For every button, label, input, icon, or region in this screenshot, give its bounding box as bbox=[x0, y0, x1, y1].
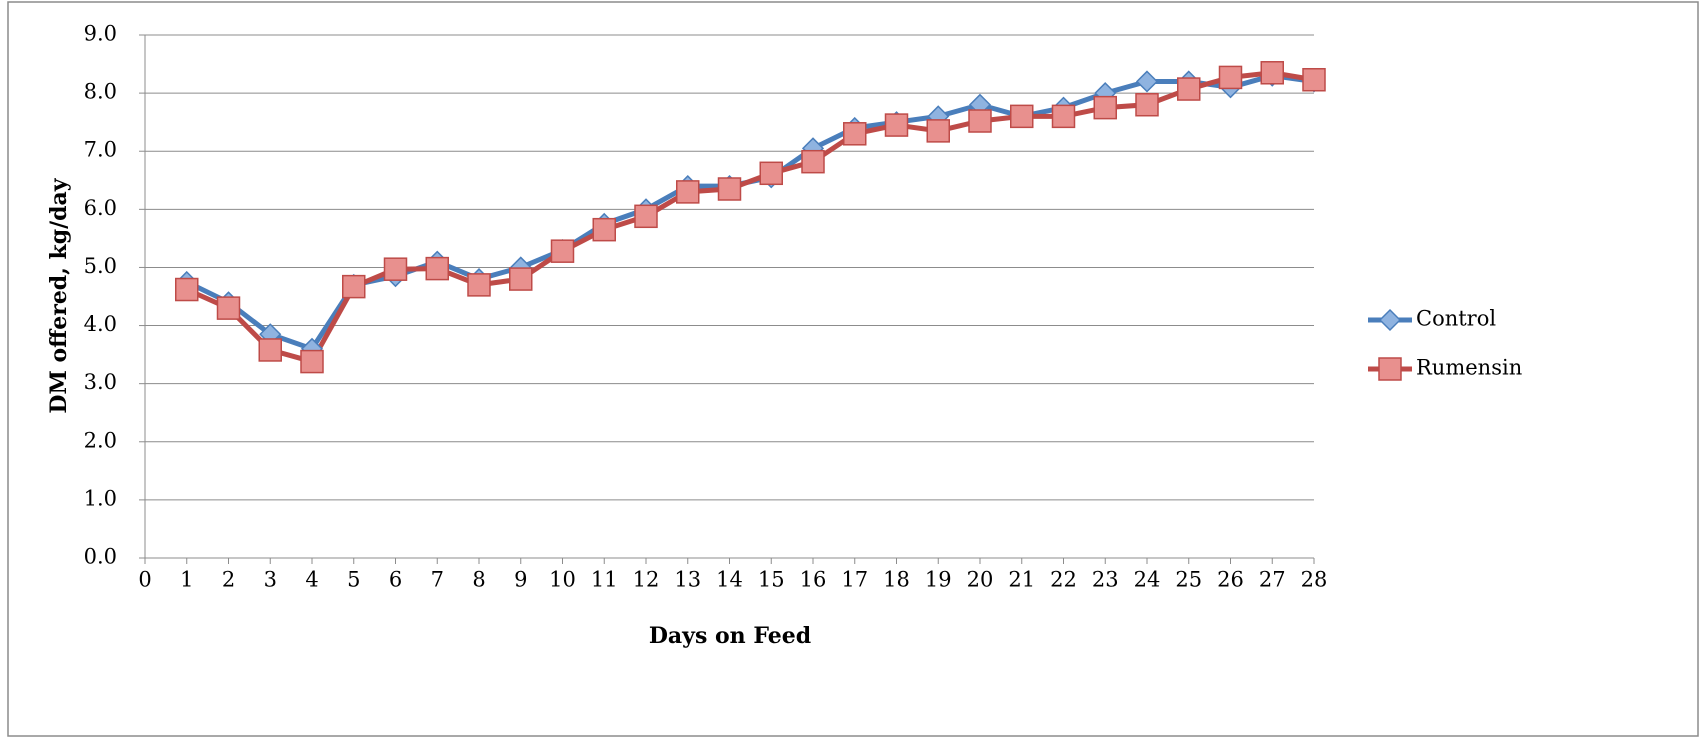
x-tick-label: 7 bbox=[431, 568, 444, 592]
data-point bbox=[550, 239, 575, 263]
x-axis-title: Days on Feed bbox=[649, 623, 811, 649]
x-tick-label: 6 bbox=[389, 568, 402, 592]
data-point bbox=[1135, 70, 1159, 93]
x-tick-label: 15 bbox=[758, 568, 785, 592]
data-point bbox=[884, 113, 909, 137]
data-point bbox=[801, 149, 825, 174]
x-tick-label: 26 bbox=[1217, 568, 1244, 592]
y-tick-label: 8.0 bbox=[84, 80, 117, 104]
data-point bbox=[1010, 104, 1034, 129]
y-tick-label: 6.0 bbox=[84, 196, 117, 220]
x-tick-label: 16 bbox=[800, 568, 827, 592]
data-point bbox=[258, 338, 282, 362]
x-tick-label: 9 bbox=[514, 568, 527, 592]
legend-marker bbox=[1378, 308, 1402, 332]
x-tick-label: 21 bbox=[1008, 568, 1035, 592]
x-tick-label: 19 bbox=[925, 568, 952, 592]
x-tick-label: 4 bbox=[305, 568, 318, 592]
x-tick-label: 28 bbox=[1301, 568, 1328, 592]
data-point bbox=[383, 257, 408, 281]
y-tick-label: 5.0 bbox=[84, 254, 117, 278]
data-point bbox=[467, 273, 491, 297]
x-tick-label: 3 bbox=[264, 568, 277, 592]
data-point bbox=[759, 161, 783, 186]
data-point bbox=[676, 180, 700, 204]
x-tick-label: 10 bbox=[549, 568, 576, 592]
x-tick-label: 20 bbox=[967, 568, 994, 592]
y-tick-label: 9.0 bbox=[84, 22, 117, 46]
data-point bbox=[1302, 67, 1326, 92]
y-tick-label: 4.0 bbox=[84, 312, 117, 336]
x-tick-label: 11 bbox=[591, 568, 618, 592]
series-line bbox=[185, 70, 1315, 365]
x-tick-label: 1 bbox=[180, 568, 193, 592]
data-point bbox=[175, 277, 199, 302]
data-point bbox=[926, 119, 950, 143]
x-tick-label: 8 bbox=[472, 568, 485, 592]
x-tick-label: 13 bbox=[674, 568, 701, 592]
data-point bbox=[1051, 104, 1076, 129]
y-tick-label: 0.0 bbox=[84, 545, 117, 569]
x-tick-label: 0 bbox=[138, 568, 151, 592]
y-tick-label: 2.0 bbox=[84, 428, 117, 452]
x-tick-label: 23 bbox=[1092, 568, 1119, 592]
legend-label: Control bbox=[1416, 307, 1496, 331]
y-tick-label: 1.0 bbox=[84, 486, 117, 510]
data-point bbox=[1093, 95, 1117, 120]
data-point bbox=[1260, 61, 1284, 85]
x-tick-label: 5 bbox=[347, 568, 360, 592]
x-tick-label: 14 bbox=[716, 568, 743, 592]
legend-label: Rumensin bbox=[1416, 356, 1522, 380]
x-tick-label: 24 bbox=[1134, 568, 1161, 592]
x-tick-label: 2 bbox=[222, 568, 235, 592]
data-point bbox=[1218, 65, 1243, 90]
data-point bbox=[509, 267, 533, 291]
data-point bbox=[1177, 77, 1201, 101]
data-point bbox=[634, 204, 658, 229]
x-tick-label: 22 bbox=[1050, 568, 1077, 592]
x-tick-label: 12 bbox=[633, 568, 660, 592]
legend-marker bbox=[1378, 357, 1402, 381]
data-point bbox=[300, 349, 324, 374]
data-point bbox=[342, 274, 366, 299]
data-point bbox=[843, 122, 867, 146]
data-point bbox=[592, 217, 616, 242]
y-axis-title: DM offered, kg/day bbox=[46, 177, 72, 413]
data-point bbox=[425, 256, 449, 281]
x-tick-label: 18 bbox=[883, 568, 910, 592]
x-tick-label: 25 bbox=[1175, 568, 1202, 592]
data-point bbox=[1135, 92, 1159, 117]
data-point bbox=[717, 177, 742, 201]
data-point bbox=[968, 109, 992, 133]
y-tick-label: 3.0 bbox=[84, 370, 117, 394]
data-point bbox=[216, 296, 241, 320]
x-tick-label: 27 bbox=[1259, 568, 1286, 592]
y-tick-label: 7.0 bbox=[84, 138, 117, 162]
x-tick-label: 17 bbox=[841, 568, 868, 592]
